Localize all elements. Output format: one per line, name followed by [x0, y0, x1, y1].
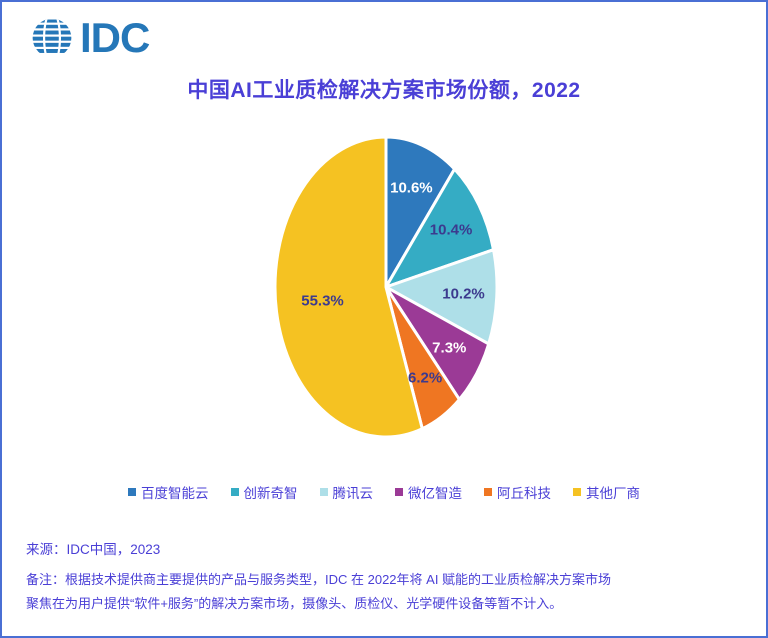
idc-globe-icon: [32, 18, 72, 58]
legend-item-label: 创新奇智: [243, 486, 298, 501]
legend-swatch-icon: [395, 488, 403, 496]
source-line: 来源：IDC中国，2023: [26, 542, 161, 557]
pie-slice[interactable]: [384, 248, 499, 346]
chart-legend: 百度智能云 创新奇智 腾讯云 微亿智造 阿丘科技 其他厂商: [2, 482, 766, 502]
legend-item[interactable]: 腾讯云: [319, 482, 374, 502]
pie-slice-label: 6.2%: [408, 369, 443, 387]
pie-graphic: 10.6% 10.4% 10.2% 7.3% 6.2% 55.3%: [236, 132, 536, 442]
legend-item-label: 其他厂商: [586, 486, 640, 501]
legend-item-label: 微亿智造: [408, 486, 462, 501]
footnotes: 来源：IDC中国，2023 备注：根据技术提供商主要提供的产品与服务类型，IDC…: [26, 538, 746, 616]
idc-logo-text: IDC: [80, 14, 150, 61]
pie-chart: 10.6% 10.4% 10.2% 7.3% 6.2% 55.3%: [2, 132, 768, 462]
legend-swatch-icon: [319, 488, 328, 496]
chart-title: 中国AI工业质检解决方案市场份额，2022: [187, 79, 581, 102]
legend-item-label: 阿丘科技: [497, 486, 551, 501]
note-line-2: 聚焦在为用户提供“软件+服务”的解决方案市场，摄像头、质检仪、光学硬件设备等暂不…: [26, 596, 563, 611]
legend-swatch-icon: [128, 488, 136, 496]
legend-item[interactable]: 微亿智造: [395, 482, 462, 502]
pie-slice-label: 10.4%: [429, 221, 473, 239]
pie-slice-label: 7.3%: [432, 339, 467, 357]
pie-slice-label: 10.2%: [442, 285, 485, 303]
pie-slice-label: 55.3%: [301, 292, 344, 310]
note-line-1: 备注：根据技术提供商主要提供的产品与服务类型，IDC 在 2022年将 AI 赋…: [26, 572, 612, 587]
pie-slice[interactable]: [384, 135, 457, 289]
legend-item-label: 百度智能云: [141, 486, 209, 501]
legend-swatch-icon: [484, 488, 492, 496]
pie-slice[interactable]: [273, 135, 424, 439]
legend-item[interactable]: 其他厂商: [573, 482, 640, 502]
legend-item[interactable]: 百度智能云: [128, 482, 209, 502]
legend-item[interactable]: 创新奇智: [230, 482, 298, 502]
pie-slice-label: 10.6%: [390, 179, 433, 197]
legend-swatch-icon: [230, 488, 239, 496]
legend-item[interactable]: 阿丘科技: [484, 482, 551, 502]
pie-svg: [273, 135, 499, 439]
legend-swatch-icon: [573, 488, 581, 496]
idc-logo: IDC: [30, 14, 150, 61]
legend-item-label: 腾讯云: [332, 486, 374, 501]
